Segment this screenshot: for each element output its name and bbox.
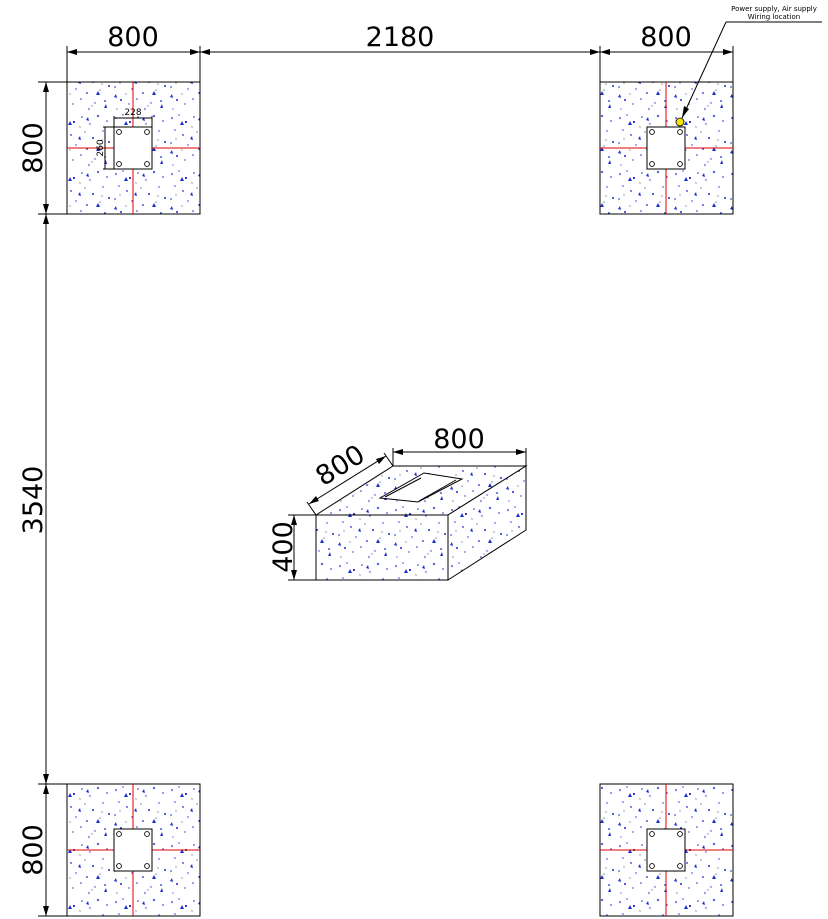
dim-top-right-width: 800 bbox=[640, 22, 692, 53]
footing-top-right bbox=[599, 81, 734, 215]
plate-height-label: 260 bbox=[96, 139, 106, 156]
anchor-plate-bottom-right bbox=[646, 828, 686, 872]
dim-left-top-height: 800 bbox=[18, 122, 49, 174]
anchor-plate-bottom-left bbox=[113, 828, 153, 872]
wiring-callout: Power supply, Air supply Wiring location bbox=[681, 5, 822, 119]
iso-height-label: 400 bbox=[268, 521, 299, 573]
dim-left-bottom-height: 800 bbox=[18, 824, 49, 876]
isometric-footing: 400 800 800 bbox=[268, 424, 528, 581]
plate-width-label: 228 bbox=[124, 108, 141, 118]
dim-top-left-width: 800 bbox=[107, 22, 159, 53]
footing-bottom-right bbox=[599, 783, 734, 917]
dim-left-span: 3540 bbox=[18, 466, 49, 535]
iso-width-label: 800 bbox=[433, 424, 485, 455]
footing-top-left: 228 260 bbox=[66, 81, 201, 215]
anchor-plate-top-right bbox=[646, 126, 686, 170]
callout-line-2: Wiring location bbox=[748, 13, 800, 21]
footing-bottom-left bbox=[66, 783, 201, 917]
yellow-dot-icon bbox=[675, 117, 685, 127]
left-dimension-chain: 800 3540 800 bbox=[18, 81, 67, 917]
anchor-plate-top-left bbox=[113, 126, 153, 170]
callout-line-1: Power supply, Air supply bbox=[731, 5, 817, 13]
top-dimension-chain: 800 2180 800 bbox=[66, 22, 734, 82]
iso-anchor-plate bbox=[378, 472, 464, 503]
dim-top-span: 2180 bbox=[366, 22, 435, 53]
